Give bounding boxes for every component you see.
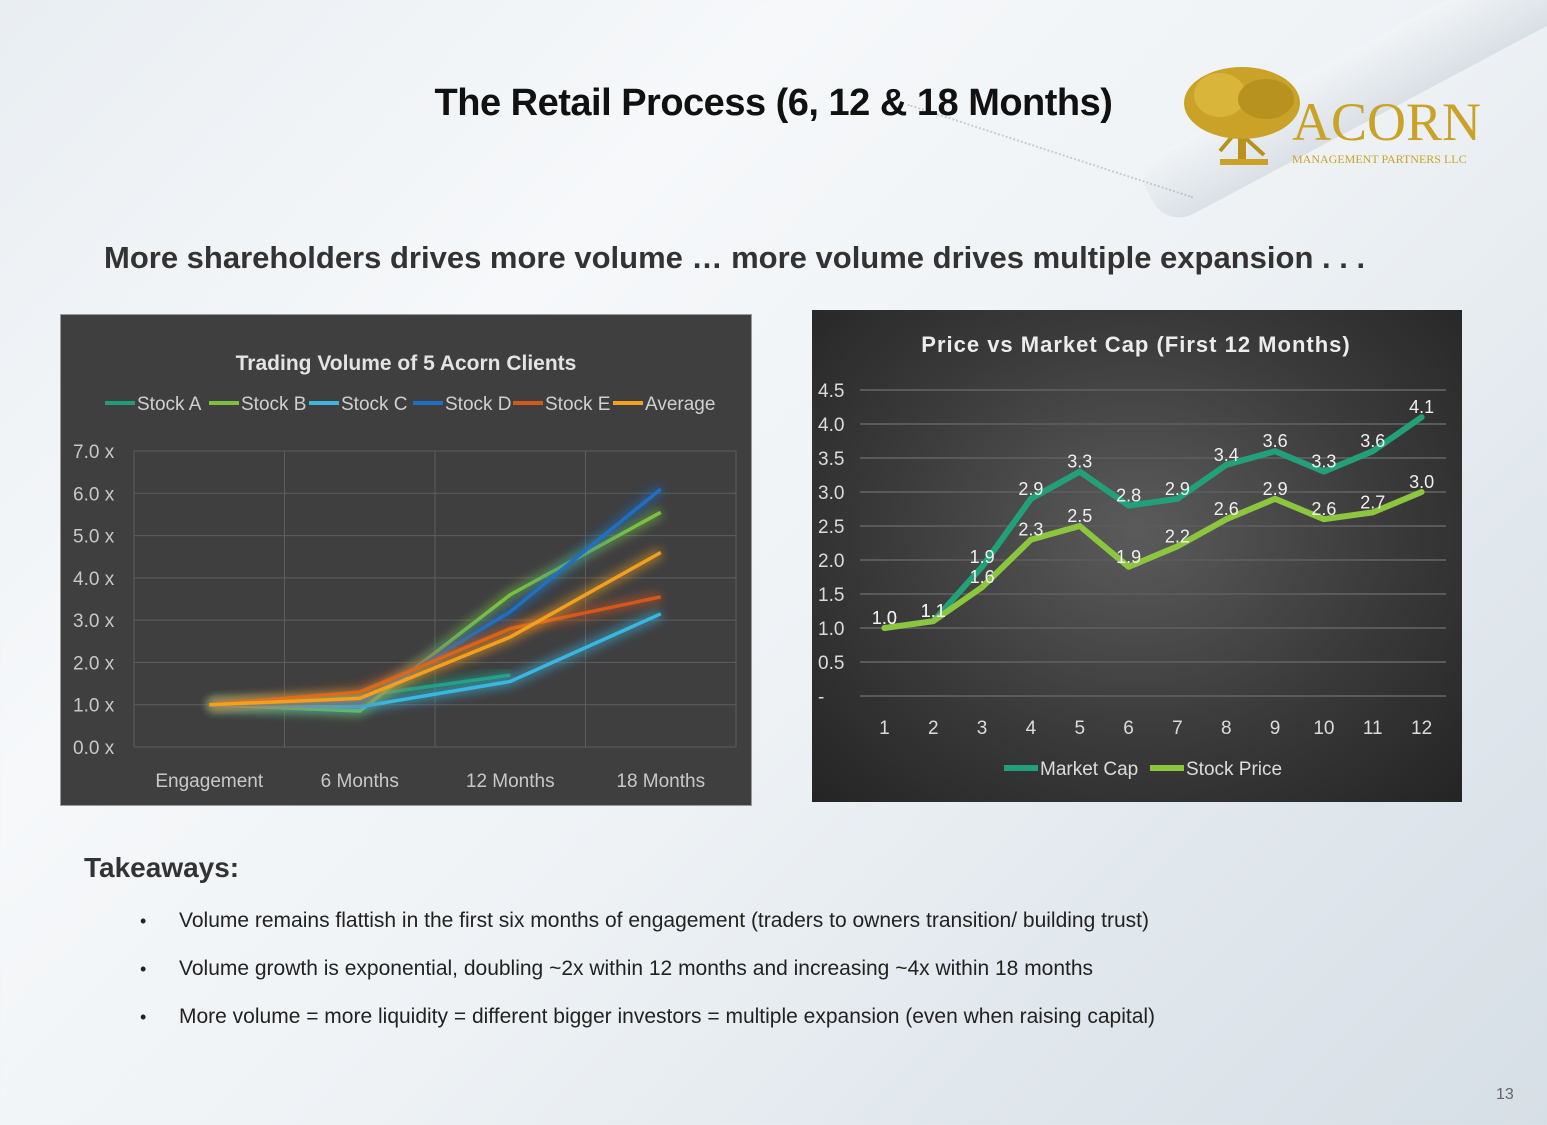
y-tick-label: 6.0 x (73, 484, 115, 505)
legend-label: Stock C (341, 394, 408, 415)
series-line (881, 414, 1425, 631)
x-tick-label: 3 (977, 718, 988, 739)
acorn-logo: ACORN MANAGEMENT PARTNERS LLC (1184, 67, 1480, 166)
x-tick-label: 6 (1123, 718, 1134, 739)
chart-title: Price vs Market Cap (First 12 Months) (921, 332, 1350, 357)
bullet-icon: • (140, 959, 147, 979)
y-tick-label: - (818, 687, 824, 708)
data-label: 3.6 (1263, 431, 1288, 451)
legend-label: Stock B (241, 394, 306, 415)
x-tick-label: 6 Months (321, 771, 399, 792)
data-label: 2.6 (1311, 499, 1336, 519)
data-label: 2.8 (1116, 486, 1141, 506)
y-tick-label: 2.0 x (73, 653, 115, 674)
data-label: 1.0 (872, 608, 897, 628)
x-tick-label: 12 Months (466, 771, 555, 792)
x-tick-label: 9 (1270, 718, 1281, 739)
takeaway-item: • More volume = more liquidity = differen… (140, 1001, 1155, 1049)
data-label: 1.9 (970, 547, 995, 567)
data-label: 1.1 (921, 601, 946, 621)
data-label: 1.9 (1116, 547, 1141, 567)
data-label: 2.6 (1214, 499, 1239, 519)
price-vs-market-cap-chart: Price vs Market Cap (First 12 Months) - 0.… (812, 310, 1462, 802)
takeaway-text: More volume = more liquidity = different… (179, 1005, 1156, 1028)
data-label: 2.9 (1263, 479, 1288, 499)
tree-icon (1184, 67, 1300, 165)
data-label: 2.9 (1165, 479, 1190, 499)
takeaway-text: Volume remains flattish in the first six… (179, 909, 1149, 932)
y-tick-label: 5.0 x (73, 527, 115, 548)
y-tick-label: 1.5 (818, 585, 844, 606)
x-tick-label: 1 (879, 718, 890, 739)
legend-label: Market Cap (1040, 759, 1138, 780)
trading-volume-chart: Trading Volume of 5 Acorn Clients Stock A… (60, 314, 752, 806)
legend-label: Stock E (545, 394, 610, 415)
data-label: 2.3 (1018, 520, 1043, 540)
chart-title: Trading Volume of 5 Acorn Clients (236, 352, 577, 375)
takeaway-item: • Volume growth is exponential, doubling … (140, 953, 1155, 1001)
series-line (209, 550, 662, 707)
data-label: 1.1 (921, 601, 946, 621)
y-tick-label: 4.0 (818, 415, 844, 436)
y-tick-label: 4.0 x (73, 569, 115, 590)
data-label: 3.0 (1409, 472, 1434, 492)
y-tick-label: 4.5 (818, 381, 844, 402)
trading-volume-chart-svg: Trading Volume of 5 Acorn Clients Stock A… (73, 352, 737, 792)
legend-label: Stock D (445, 394, 512, 415)
y-tick-label: 2.0 (818, 551, 844, 572)
y-tick-label: 3.0 (818, 483, 844, 504)
legend-label: Stock A (137, 394, 202, 415)
legend-label: Average (645, 394, 715, 415)
x-tick-label: 10 (1313, 718, 1334, 739)
y-tick-label: 0.0 x (73, 738, 115, 759)
y-tick-label: 1.0 x (73, 696, 115, 717)
x-tick-label: 5 (1074, 718, 1085, 739)
x-tick-label: 4 (1026, 718, 1037, 739)
takeaways-list: • Volume remains flattish in the first si… (140, 905, 1155, 1049)
data-label: 2.9 (1018, 479, 1043, 499)
x-tick-label: Engagement (155, 771, 263, 792)
x-tick-label: 18 Months (616, 771, 705, 792)
x-tick-label: 7 (1172, 718, 1183, 739)
takeaways-heading: Takeaways: (84, 852, 240, 883)
y-tick-label: 0.5 (818, 653, 844, 674)
logo-name: ACORN (1292, 92, 1480, 152)
subtitle: More shareholders drives more volume … m… (104, 240, 1366, 275)
page-number: 13 (1496, 1086, 1514, 1103)
data-label: 3.3 (1311, 452, 1336, 472)
legend-label: Stock Price (1186, 759, 1282, 780)
bullet-icon: • (140, 911, 147, 931)
logo-tagline: MANAGEMENT PARTNERS LLC (1292, 152, 1467, 166)
takeaway-item: • Volume remains flattish in the first si… (140, 905, 1155, 953)
x-tick-label: 11 (1363, 718, 1383, 739)
data-label: 1.6 (970, 567, 995, 587)
y-tick-label: 7.0 x (73, 442, 115, 463)
series-line (881, 489, 1425, 631)
data-label: 4.1 (1409, 397, 1434, 417)
data-label: 3.6 (1360, 431, 1385, 451)
data-label: 2.2 (1165, 526, 1190, 546)
data-label: 2.5 (1067, 506, 1092, 526)
page-title: The Retail Process (6, 12 & 18 Months) (434, 82, 1113, 124)
data-label: 1.0 (872, 608, 897, 628)
x-tick-label: 8 (1221, 718, 1232, 739)
y-tick-label: 2.5 (818, 517, 844, 538)
y-tick-label: 1.0 (818, 619, 844, 640)
takeaway-text: Volume growth is exponential, doubling ~… (179, 957, 1094, 980)
data-label: 2.7 (1360, 492, 1385, 512)
x-tick-label: 12 (1411, 718, 1432, 739)
price-vs-market-cap-chart-svg: Price vs Market Cap (First 12 Months) - 0.… (818, 332, 1446, 780)
x-tick-label: 2 (928, 718, 939, 739)
y-tick-label: 3.0 x (73, 611, 115, 632)
data-label: 3.3 (1067, 452, 1092, 472)
data-label: 3.4 (1214, 445, 1239, 465)
y-tick-label: 3.5 (818, 449, 844, 470)
bullet-icon: • (140, 1007, 147, 1027)
